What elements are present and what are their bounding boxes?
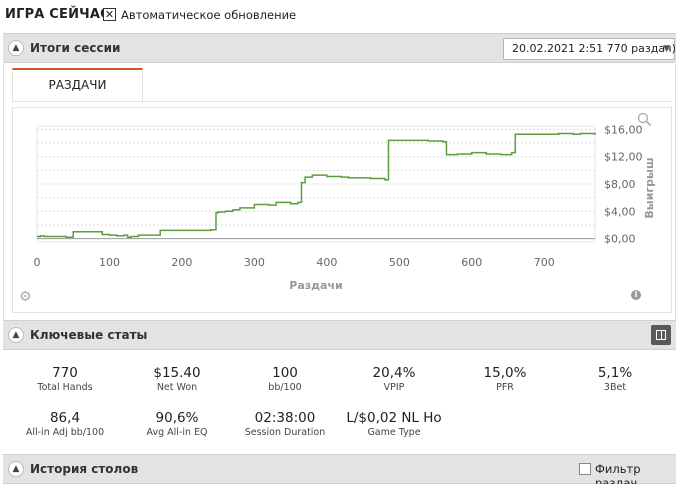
stat-value: $15.40 <box>153 365 201 381</box>
top-bar: ИГРА СЕЙЧАС ✕ Автоматическое обновление <box>0 0 679 30</box>
stat-label: PFR <box>496 382 514 393</box>
x-tick-label: 500 <box>389 256 410 269</box>
stat-label: VPIP <box>383 382 405 393</box>
stat-value: 20,4% <box>372 365 416 381</box>
stat-total-hands: 770 Total Hands <box>9 365 121 393</box>
stat-net-won: $15.40 Net Won <box>121 365 233 393</box>
stat-pfr: 15,0% PFR <box>449 365 561 393</box>
chevron-up-icon[interactable]: ▲ <box>8 40 24 56</box>
stat-label: 3Bet <box>603 382 627 393</box>
stat-value: 02:38:00 <box>254 410 316 426</box>
stat-session-duration: 02:38:00 Session Duration <box>229 410 341 438</box>
x-tick-label: 400 <box>316 256 337 269</box>
stat-label: Game Type <box>367 427 421 438</box>
session-select-value: 20.02.2021 2:51 770 раздач) <box>512 42 676 55</box>
hand-filter-checkbox[interactable] <box>579 463 591 475</box>
stat-value: 90,6% <box>155 410 199 426</box>
x-axis-label: Раздачи <box>289 279 342 292</box>
stat-3bet: 5,1% 3Bet <box>559 365 671 393</box>
stat-value: 770 <box>52 365 78 381</box>
table-history-title: История столов <box>30 462 139 476</box>
table-history-header[interactable]: ▲ История столов Фильтр раздач <box>3 454 676 484</box>
panel-layout-icon <box>656 330 666 340</box>
chevron-up-icon[interactable]: ▲ <box>8 327 24 343</box>
tab-hands[interactable]: РАЗДАЧИ <box>12 68 143 102</box>
chart-box: $0,00 $4,00 $8,00 $12,00 $16,00 0 100 200 300 400… <box>12 107 672 313</box>
profit-line <box>37 132 596 238</box>
gear-icon[interactable]: ⚙ <box>19 289 32 305</box>
stat-label: bb/100 <box>268 382 302 393</box>
stat-all-in-adj: 86,4 All-in Adj bb/100 <box>9 410 121 438</box>
stat-avg-all-in-eq: 90,6% Avg All-in EQ <box>121 410 233 438</box>
session-results-header[interactable]: ▲ Итоги сессии 20.02.2021 2:51 770 разда… <box>3 33 676 63</box>
y-tick-label: $12,00 <box>604 151 643 164</box>
stat-vpip: 20,4% VPIP <box>338 365 450 393</box>
key-stats-panel: 770 Total Hands $15.40 Net Won 100 bb/100 2… <box>3 350 676 454</box>
y-axis-label: Выигрыш <box>643 157 656 218</box>
x-tick-label: 200 <box>171 256 192 269</box>
x-tick-label: 600 <box>461 256 482 269</box>
stat-value: 86,4 <box>49 410 81 426</box>
session-select[interactable]: 20.02.2021 2:51 770 раздач) ▼ <box>503 38 676 60</box>
key-stats-header[interactable]: ▲ Ключевые статы <box>3 320 676 350</box>
chart-panel: РАЗДАЧИ $0,00 $4,00 $8,00 $12,00 $16,00 0 100 2… <box>3 64 676 320</box>
y-tick-label: $0,00 <box>604 233 636 246</box>
stat-label: Net Won <box>156 382 198 393</box>
x-tick-label: 100 <box>99 256 120 269</box>
panel-layout-button[interactable] <box>651 325 671 345</box>
tab-strip-divider <box>12 101 672 102</box>
stat-value: L/$0,02 NL Ho <box>346 410 442 426</box>
profit-chart: $0,00 $4,00 $8,00 $12,00 $16,00 0 100 200 300 400… <box>34 123 657 292</box>
page-title: ИГРА СЕЙЧАС <box>5 7 110 22</box>
chevron-up-icon[interactable]: ▲ <box>8 461 24 477</box>
plot-area <box>36 125 596 243</box>
y-tick-label: $16,00 <box>604 123 643 136</box>
stat-value: 100 <box>272 365 298 381</box>
x-tick-label: 300 <box>244 256 265 269</box>
key-stats-title: Ключевые статы <box>30 328 148 342</box>
session-results-title: Итоги сессии <box>30 41 121 55</box>
info-icon[interactable]: i <box>631 290 641 300</box>
stat-label: Avg All-in EQ <box>146 427 208 438</box>
x-tick-label: 0 <box>34 256 41 269</box>
stat-bb-100: 100 bb/100 <box>229 365 341 393</box>
y-tick-label: $4,00 <box>604 205 636 218</box>
stat-label: All-in Adj bb/100 <box>25 427 105 438</box>
stat-value: 5,1% <box>597 365 633 381</box>
hand-filter-label[interactable]: Фильтр раздач <box>595 462 641 484</box>
y-tick-label: $8,00 <box>604 178 636 191</box>
auto-update-checkbox[interactable]: ✕ <box>103 8 116 21</box>
stat-label: Total Hands <box>37 382 93 393</box>
x-tick-label: 700 <box>534 256 555 269</box>
chevron-down-icon: ▼ <box>663 44 670 54</box>
auto-update-label[interactable]: Автоматическое обновление <box>121 8 297 22</box>
zoom-icon[interactable] <box>637 112 652 127</box>
stat-label: Session Duration <box>244 427 326 438</box>
stat-value: 15,0% <box>483 365 527 381</box>
stat-game-type: L/$0,02 NL Ho Game Type <box>338 410 450 438</box>
